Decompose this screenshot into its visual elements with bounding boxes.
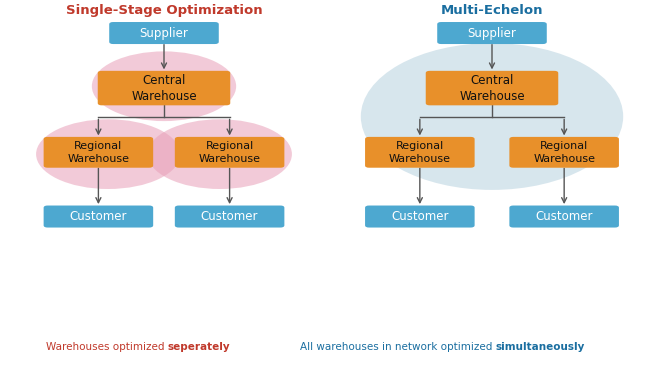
Text: Customer: Customer bbox=[535, 210, 593, 223]
Text: Regional
Warehouse: Regional Warehouse bbox=[199, 141, 260, 164]
Text: Single-Stage Optimization: Single-Stage Optimization bbox=[66, 4, 262, 17]
Text: Multi-Echelon: Multi-Echelon bbox=[441, 4, 543, 17]
Text: All warehouses in network optimized: All warehouses in network optimized bbox=[300, 342, 495, 352]
Text: seperately: seperately bbox=[167, 342, 230, 352]
Text: Central
Warehouse: Central Warehouse bbox=[131, 73, 197, 103]
Text: simultaneously: simultaneously bbox=[495, 342, 584, 352]
FancyBboxPatch shape bbox=[44, 137, 154, 168]
Text: Regional
Warehouse: Regional Warehouse bbox=[389, 141, 451, 164]
Ellipse shape bbox=[92, 51, 236, 121]
Text: Customer: Customer bbox=[201, 210, 258, 223]
Text: Customer: Customer bbox=[70, 210, 127, 223]
FancyBboxPatch shape bbox=[365, 206, 475, 228]
Text: Regional
Warehouse: Regional Warehouse bbox=[533, 141, 595, 164]
Text: Regional
Warehouse: Regional Warehouse bbox=[68, 141, 129, 164]
FancyBboxPatch shape bbox=[110, 22, 219, 44]
Text: Supplier: Supplier bbox=[468, 26, 516, 40]
FancyBboxPatch shape bbox=[174, 206, 285, 228]
FancyBboxPatch shape bbox=[44, 206, 154, 228]
FancyBboxPatch shape bbox=[426, 71, 558, 105]
Ellipse shape bbox=[361, 43, 623, 190]
FancyBboxPatch shape bbox=[510, 206, 619, 228]
Text: Supplier: Supplier bbox=[140, 26, 188, 40]
Ellipse shape bbox=[148, 119, 292, 189]
Text: Customer: Customer bbox=[391, 210, 449, 223]
FancyBboxPatch shape bbox=[510, 137, 619, 168]
Text: Warehouses optimized: Warehouses optimized bbox=[45, 342, 167, 352]
FancyBboxPatch shape bbox=[438, 22, 547, 44]
FancyBboxPatch shape bbox=[365, 137, 475, 168]
FancyBboxPatch shape bbox=[98, 71, 230, 105]
FancyBboxPatch shape bbox=[174, 137, 285, 168]
Text: Central
Warehouse: Central Warehouse bbox=[459, 73, 525, 103]
Ellipse shape bbox=[36, 119, 180, 189]
